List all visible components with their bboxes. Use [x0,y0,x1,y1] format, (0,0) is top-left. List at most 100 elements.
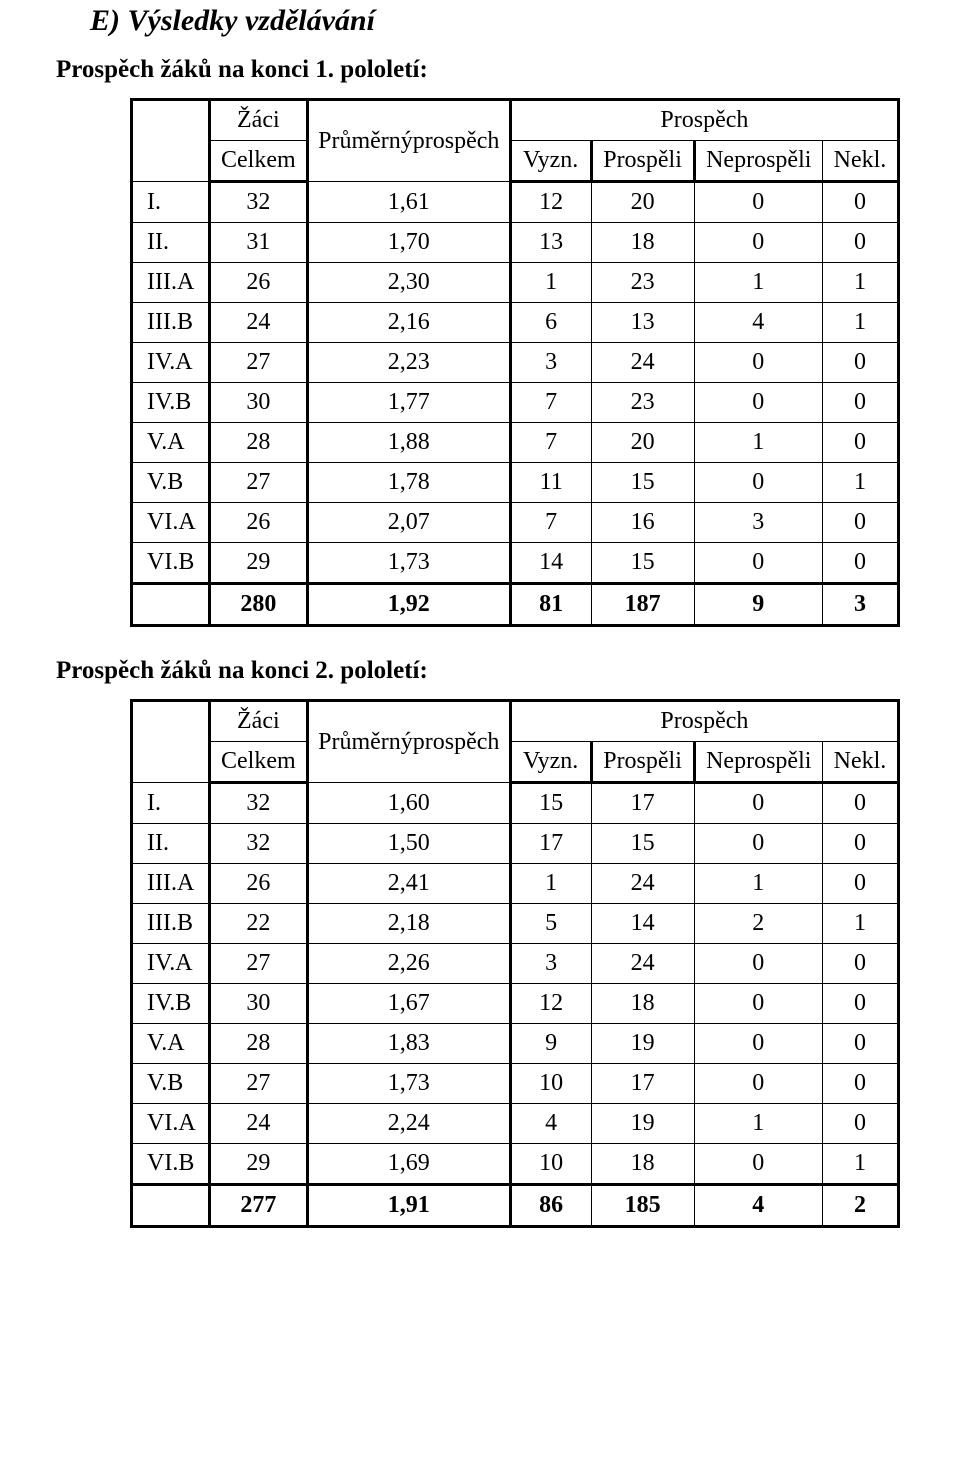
table-row: II.321,50171500 [132,824,899,864]
table-row: VI.B291,69101801 [132,1144,899,1185]
cell: 1 [510,864,591,904]
section-heading: E) Výsledky vzdělávání [90,4,900,38]
row-label: IV.B [132,984,210,1024]
cell: 12 [510,182,591,223]
cell: 0 [694,783,822,824]
cell: 1,91 [307,1185,510,1227]
cell: 0 [694,824,822,864]
cell: 1,70 [307,223,510,263]
cell: 2,41 [307,864,510,904]
cell: 7 [510,383,591,423]
cell: 30 [209,383,307,423]
cell: 26 [209,503,307,543]
cell: 3 [510,944,591,984]
header-celkem: Celkem [209,742,307,783]
cell: 2,24 [307,1104,510,1144]
cell: 4 [694,303,822,343]
table-row: III.B242,1661341 [132,303,899,343]
table-row: I.321,60151700 [132,783,899,824]
header-vyzn: Vyzn. [510,742,591,783]
row-label: III.B [132,303,210,343]
cell: 0 [822,383,898,423]
cell: 20 [591,182,694,223]
table-row: IV.A272,2632400 [132,944,899,984]
cell: 23 [591,383,694,423]
cell: 24 [209,1104,307,1144]
header-avg: Průměrnýprospěch [307,701,510,783]
cell: 1,73 [307,543,510,584]
cell: 32 [209,783,307,824]
cell: 27 [209,1064,307,1104]
cell: 4 [694,1185,822,1227]
cell: 17 [591,783,694,824]
cell: 29 [209,1144,307,1185]
cell: 14 [591,904,694,944]
cell: 277 [209,1185,307,1227]
table-row: V.B271,78111501 [132,463,899,503]
cell: 0 [822,1024,898,1064]
cell: 0 [694,463,822,503]
cell: 9 [694,584,822,626]
cell: 2,23 [307,343,510,383]
cell: 24 [591,944,694,984]
cell: 30 [209,984,307,1024]
header-blank [132,701,210,783]
row-label: I. [132,783,210,824]
cell: 2 [822,1185,898,1227]
cell: 1,60 [307,783,510,824]
cell: 24 [209,303,307,343]
header-zaci: Žáci [209,100,307,141]
row-label: III.A [132,864,210,904]
cell: 10 [510,1144,591,1185]
cell: 15 [591,463,694,503]
cell: 1 [694,864,822,904]
cell: 4 [510,1104,591,1144]
table-row: V.B271,73101700 [132,1064,899,1104]
cell: 2,16 [307,303,510,343]
results-table-1: Žáci Průměrnýprospěch Prospěch Celkem Vy… [130,98,900,627]
cell: 2,07 [307,503,510,543]
row-label: V.B [132,1064,210,1104]
header-celkem: Celkem [209,141,307,182]
cell: 0 [822,944,898,984]
cell: 24 [591,864,694,904]
cell: 0 [822,423,898,463]
cell: 0 [694,984,822,1024]
cell: 1 [694,263,822,303]
cell: 2,26 [307,944,510,984]
table-row: III.A262,3012311 [132,263,899,303]
row-label: I. [132,182,210,223]
cell: 0 [694,944,822,984]
cell: 0 [822,864,898,904]
cell: 1 [822,463,898,503]
row-label [132,584,210,626]
cell: 18 [591,1144,694,1185]
cell: 0 [822,984,898,1024]
cell: 0 [694,223,822,263]
row-label: V.A [132,1024,210,1064]
cell: 5 [510,904,591,944]
results-table-2: Žáci Průměrnýprospěch Prospěch Celkem Vy… [130,699,900,1228]
table-row: I.321,61122000 [132,182,899,223]
table-total-row: 280 1,92 81 187 9 3 [132,584,899,626]
cell: 26 [209,864,307,904]
row-label: IV.A [132,343,210,383]
cell: 2,30 [307,263,510,303]
cell: 0 [822,1064,898,1104]
table-row: V.A281,8391900 [132,1024,899,1064]
cell: 14 [510,543,591,584]
cell: 1,50 [307,824,510,864]
cell: 11 [510,463,591,503]
table-row: III.A262,4112410 [132,864,899,904]
cell: 86 [510,1185,591,1227]
cell: 2 [694,904,822,944]
cell: 19 [591,1024,694,1064]
table-header-row: Žáci Průměrnýprospěch Prospěch [132,701,899,742]
table-row: IV.A272,2332400 [132,343,899,383]
cell: 0 [694,1024,822,1064]
table-row: VI.B291,73141500 [132,543,899,584]
cell: 185 [591,1185,694,1227]
cell: 1,67 [307,984,510,1024]
cell: 32 [209,182,307,223]
table-row: IV.B301,67121800 [132,984,899,1024]
